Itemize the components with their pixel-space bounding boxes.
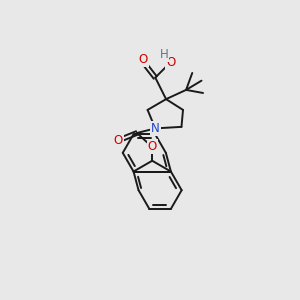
Text: N: N [151, 122, 160, 135]
Text: O: O [114, 134, 123, 147]
Text: O: O [148, 140, 157, 153]
Text: O: O [166, 56, 175, 69]
Text: O: O [138, 53, 148, 66]
Text: H: H [159, 48, 168, 61]
